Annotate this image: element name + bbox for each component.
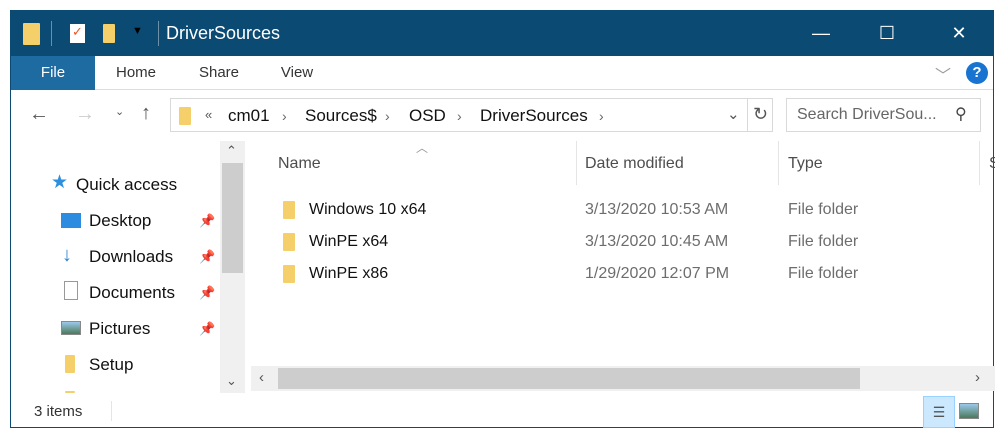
details-view-button[interactable]: ☰ bbox=[923, 396, 955, 428]
nav-pictures[interactable]: Pictures bbox=[89, 319, 151, 338]
crumb-cm01[interactable]: cm01 bbox=[228, 106, 270, 125]
window-title: DriverSources bbox=[166, 23, 281, 43]
star-icon: ★ bbox=[51, 172, 69, 193]
folder-icon bbox=[283, 201, 295, 219]
file-date: 3/13/2020 10:45 AM bbox=[585, 233, 729, 250]
address-row: ← → ⌄ ↑ « cm01 › Sources$ › OSD › Driver… bbox=[11, 90, 993, 140]
properties-icon[interactable]: ✓ bbox=[70, 24, 85, 43]
picture-icon bbox=[61, 321, 81, 335]
column-header-name[interactable]: Name bbox=[278, 155, 321, 172]
horizontal-scrollbar[interactable]: ‹ › bbox=[251, 366, 995, 391]
tab-share[interactable]: Share bbox=[198, 64, 240, 81]
desktop-icon bbox=[61, 213, 81, 228]
scrollbar-thumb[interactable] bbox=[278, 368, 860, 389]
maximize-button[interactable]: ☐ bbox=[878, 23, 896, 43]
minimize-button[interactable]: — bbox=[812, 23, 830, 43]
nav-vertical-scrollbar[interactable]: ⌃ ⌄ bbox=[220, 141, 245, 393]
pin-icon[interactable]: 📌 bbox=[199, 213, 216, 228]
customize-toolbar-icon[interactable]: ▼ bbox=[132, 25, 143, 37]
status-bar: 3 items ☰ bbox=[11, 395, 993, 429]
address-bar[interactable]: « cm01 › Sources$ › OSD › DriverSources … bbox=[170, 98, 773, 132]
explorer-window: ✓ ▼ DriverSources — ☐ ✕ File Home Share … bbox=[10, 10, 995, 429]
file-list: ︿ Name Date modified Type S Windows 10 x… bbox=[251, 141, 995, 393]
new-folder-icon[interactable] bbox=[103, 24, 115, 43]
folder-icon bbox=[65, 355, 75, 373]
large-icons-view-button[interactable] bbox=[959, 403, 979, 419]
file-type: File folder bbox=[788, 201, 859, 218]
folder-icon bbox=[65, 391, 75, 393]
nav-quick-access[interactable]: Quick access bbox=[76, 175, 178, 194]
tab-home[interactable]: Home bbox=[115, 64, 156, 81]
table-row[interactable]: Windows 10 x64 3/13/2020 10:53 AM File f… bbox=[251, 194, 991, 226]
download-icon: ↓ bbox=[62, 244, 72, 266]
nav-documents[interactable]: Documents bbox=[89, 283, 175, 302]
chevron-right-icon[interactable]: › bbox=[282, 108, 287, 124]
document-icon bbox=[64, 281, 78, 300]
crumb-osd[interactable]: OSD bbox=[409, 106, 446, 125]
pin-icon[interactable]: 📌 bbox=[199, 285, 216, 300]
scroll-right-icon[interactable]: › bbox=[975, 369, 980, 386]
crumb-sources[interactable]: Sources$ bbox=[305, 106, 377, 125]
up-button[interactable]: ↑ bbox=[141, 102, 151, 124]
address-dropdown-icon[interactable]: ⌄ bbox=[727, 106, 740, 123]
column-header-date[interactable]: Date modified bbox=[585, 155, 684, 172]
close-button[interactable]: ✕ bbox=[951, 23, 967, 43]
forward-button[interactable]: → bbox=[75, 103, 95, 125]
column-header-type[interactable]: Type bbox=[788, 155, 823, 172]
folder-icon bbox=[283, 233, 295, 251]
file-type: File folder bbox=[788, 233, 859, 250]
search-input[interactable]: Search DriverSou... bbox=[797, 106, 937, 123]
scrollbar-thumb[interactable] bbox=[222, 163, 243, 273]
expand-ribbon-icon[interactable]: ﹀ bbox=[935, 68, 952, 85]
file-name: WinPE x86 bbox=[309, 265, 389, 282]
pin-icon[interactable]: 📌 bbox=[199, 249, 216, 264]
title-bar: ✓ ▼ DriverSources — ☐ ✕ bbox=[11, 11, 993, 56]
help-icon[interactable]: ? bbox=[966, 62, 988, 84]
scroll-up-icon[interactable]: ⌃ bbox=[226, 143, 237, 158]
file-date: 3/13/2020 10:53 AM bbox=[585, 201, 729, 218]
nav-desktop[interactable]: Desktop bbox=[89, 211, 152, 230]
back-button[interactable]: ← bbox=[29, 103, 49, 125]
ribbon-tabs: File Home Share View ﹀ ? bbox=[11, 56, 993, 90]
file-type: File folder bbox=[788, 265, 859, 282]
overflow-icon[interactable]: « bbox=[205, 107, 213, 122]
folder-icon bbox=[23, 23, 40, 45]
pin-icon[interactable]: 📌 bbox=[199, 321, 216, 336]
file-name: WinPE x64 bbox=[309, 233, 389, 250]
table-row[interactable]: WinPE x86 1/29/2020 12:07 PM File folder bbox=[251, 258, 991, 290]
scroll-left-icon[interactable]: ‹ bbox=[259, 369, 264, 386]
scroll-down-icon[interactable]: ⌄ bbox=[226, 373, 237, 388]
refresh-icon[interactable]: ↻ bbox=[753, 104, 769, 124]
file-date: 1/29/2020 12:07 PM bbox=[585, 265, 730, 282]
tab-view[interactable]: View bbox=[280, 64, 314, 81]
column-header-size[interactable]: S bbox=[989, 155, 995, 172]
folder-icon bbox=[179, 107, 191, 125]
nav-setup[interactable]: Setup bbox=[89, 355, 134, 374]
crumb-driversources[interactable]: DriverSources bbox=[480, 106, 588, 125]
nav-downloads[interactable]: Downloads bbox=[89, 247, 174, 266]
table-row[interactable]: WinPE x64 3/13/2020 10:45 AM File folder bbox=[251, 226, 991, 258]
search-icon[interactable]: ⚲ bbox=[955, 106, 967, 123]
chevron-right-icon[interactable]: › bbox=[457, 108, 462, 124]
chevron-right-icon[interactable]: › bbox=[385, 108, 390, 124]
sort-ascending-icon: ︿ bbox=[416, 141, 429, 155]
item-count: 3 items bbox=[34, 403, 83, 420]
folder-icon bbox=[283, 265, 295, 283]
tab-file[interactable]: File bbox=[11, 56, 95, 90]
search-box[interactable]: Search DriverSou... ⚲ bbox=[786, 98, 981, 132]
chevron-right-icon[interactable]: › bbox=[599, 108, 604, 124]
navigation-pane: ★ Quick access Desktop 📌 ↓ Downloads 📌 D… bbox=[11, 141, 246, 393]
recent-locations-icon[interactable]: ⌄ bbox=[115, 106, 125, 118]
file-name: Windows 10 x64 bbox=[309, 201, 427, 218]
